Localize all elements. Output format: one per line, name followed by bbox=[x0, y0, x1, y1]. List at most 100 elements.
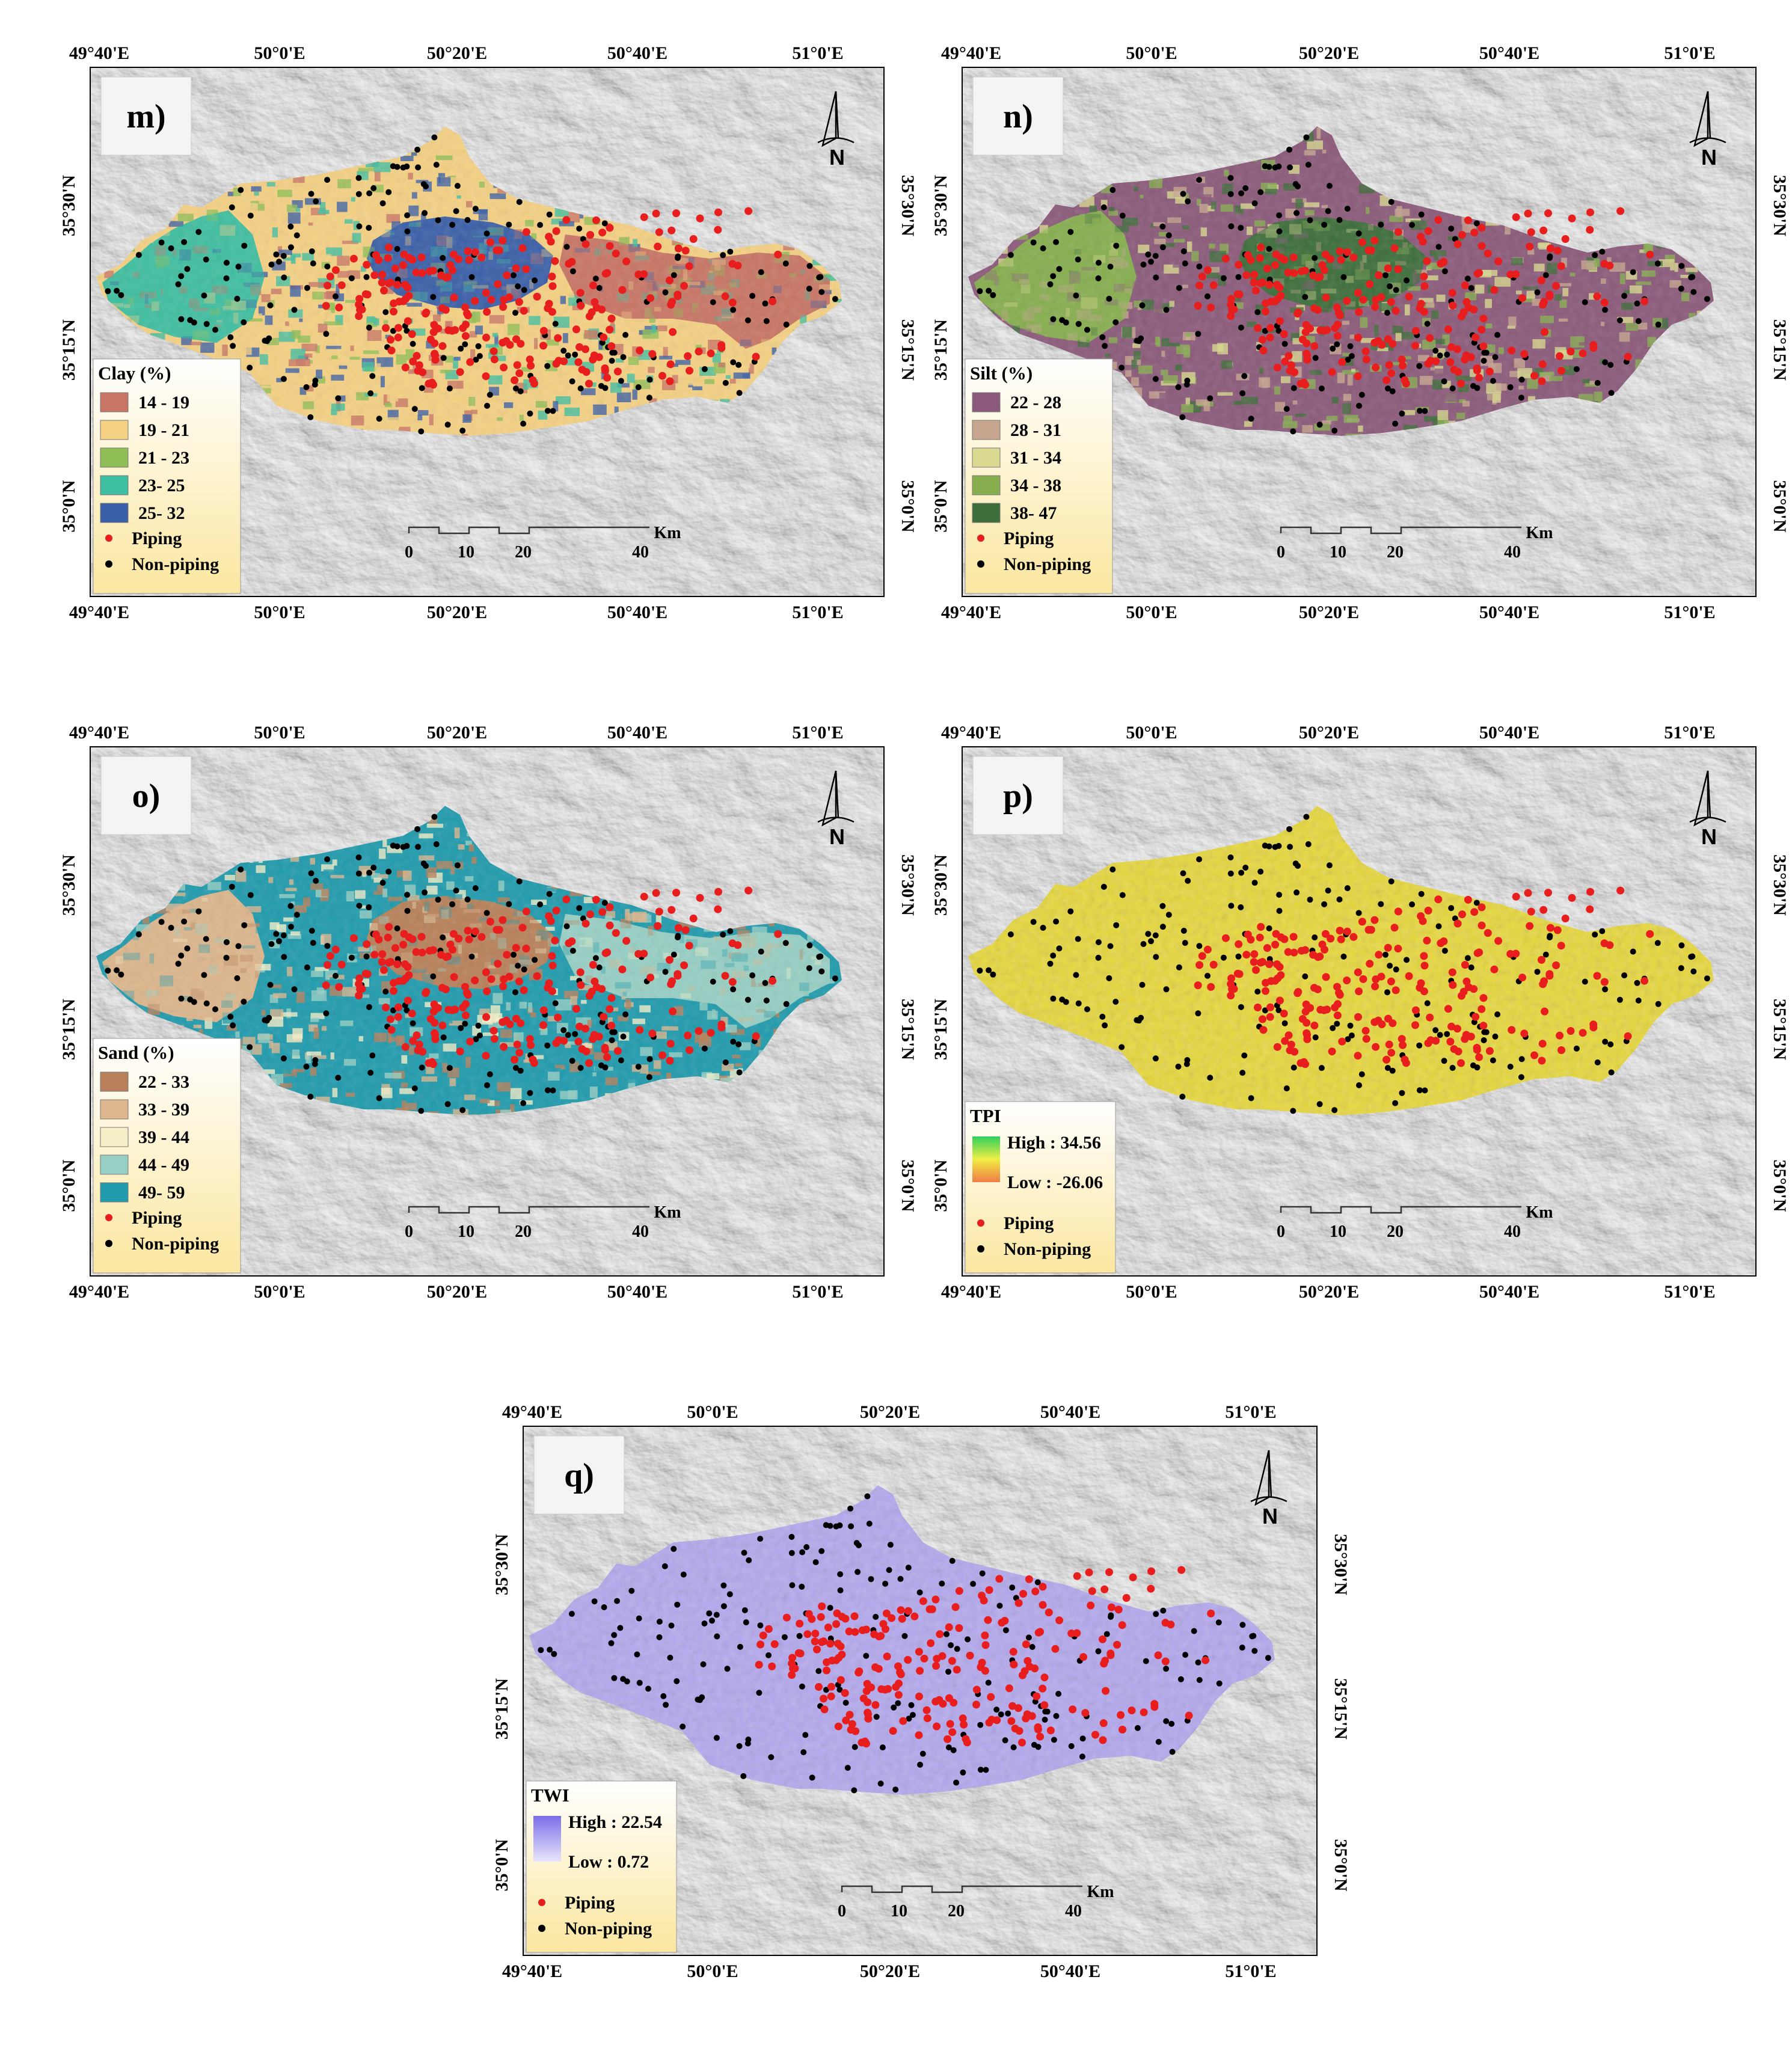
piping-point bbox=[823, 1666, 830, 1675]
piping-point bbox=[1568, 894, 1576, 902]
non-piping-point bbox=[1180, 870, 1186, 877]
piping-point bbox=[326, 952, 334, 960]
piping-point bbox=[462, 1000, 470, 1008]
non-piping-point bbox=[1165, 912, 1172, 918]
piping-point bbox=[562, 895, 571, 904]
non-piping-point bbox=[1075, 256, 1081, 263]
panel-label: n) bbox=[1003, 98, 1033, 135]
piping-point bbox=[515, 1049, 524, 1057]
non-piping-point bbox=[552, 320, 559, 327]
piping-point bbox=[1394, 265, 1402, 274]
piping-point bbox=[1457, 1059, 1465, 1067]
piping-point bbox=[1273, 363, 1281, 372]
piping-point bbox=[1242, 271, 1251, 280]
piping-point bbox=[355, 974, 364, 983]
non-piping-point bbox=[537, 222, 544, 228]
piping-point bbox=[586, 231, 594, 239]
piping-point bbox=[1259, 278, 1267, 287]
lon-label-top: 50°40'E bbox=[1479, 723, 1539, 743]
scale-tick-label: 0 bbox=[1277, 543, 1285, 562]
piping-point bbox=[393, 281, 402, 289]
non-piping-point bbox=[1325, 208, 1331, 215]
non-piping-point bbox=[565, 352, 571, 359]
piping-point bbox=[1539, 301, 1547, 309]
piping-point bbox=[337, 960, 346, 969]
non-piping-point bbox=[1678, 263, 1685, 269]
non-piping-point bbox=[433, 841, 440, 847]
non-piping-point bbox=[1290, 1108, 1296, 1114]
non-piping-point bbox=[1099, 1013, 1106, 1020]
piping-point bbox=[438, 1022, 447, 1029]
non-piping-point bbox=[977, 967, 983, 974]
piping-point bbox=[1370, 236, 1379, 245]
non-piping-point bbox=[722, 379, 729, 386]
piping-point bbox=[680, 281, 689, 290]
non-piping-point bbox=[178, 273, 185, 280]
lon-label-bottom: 50°20'E bbox=[1299, 602, 1359, 622]
piping-point bbox=[752, 1032, 760, 1040]
non-piping-point bbox=[1388, 878, 1395, 884]
piping-point bbox=[409, 357, 417, 366]
non-piping-point bbox=[1302, 293, 1309, 300]
legend-class-swatch bbox=[972, 475, 1001, 495]
non-piping-point bbox=[1290, 1064, 1297, 1071]
non-piping-point bbox=[175, 281, 182, 287]
piping-point bbox=[585, 312, 594, 320]
piping-point bbox=[401, 1043, 410, 1051]
non-piping-point bbox=[201, 292, 207, 299]
non-piping-point bbox=[656, 1619, 663, 1625]
non-piping-point bbox=[916, 1589, 923, 1596]
piping-point bbox=[1426, 1013, 1434, 1022]
non-piping-point bbox=[1075, 936, 1081, 942]
non-piping-point bbox=[366, 324, 372, 331]
non-piping-point bbox=[400, 164, 407, 171]
piping-point bbox=[811, 1637, 819, 1646]
piping-point bbox=[1320, 1006, 1328, 1014]
non-piping-point bbox=[1468, 285, 1474, 291]
non-piping-point bbox=[887, 1542, 894, 1548]
piping-point bbox=[370, 951, 379, 959]
piping-point bbox=[576, 289, 585, 297]
piping-point bbox=[1477, 242, 1486, 250]
piping-point bbox=[606, 903, 614, 912]
non-piping-point bbox=[713, 1735, 720, 1741]
non-piping-point bbox=[1356, 1082, 1362, 1088]
piping-point bbox=[471, 927, 479, 936]
non-piping-point bbox=[280, 1055, 287, 1062]
non-piping-point bbox=[1031, 1741, 1037, 1748]
piping-point bbox=[1362, 355, 1370, 364]
piping-point bbox=[1538, 360, 1547, 369]
piping-point bbox=[1508, 1026, 1516, 1034]
non-piping-point bbox=[749, 293, 756, 299]
piping-point bbox=[666, 1056, 674, 1065]
non-piping-point bbox=[965, 1636, 971, 1643]
non-piping-point bbox=[454, 183, 461, 189]
piping-point bbox=[858, 1626, 867, 1634]
piping-point bbox=[950, 1699, 958, 1707]
non-piping-point bbox=[366, 224, 372, 231]
piping-point bbox=[545, 912, 553, 921]
lon-label-bottom: 49°40'E bbox=[502, 1961, 562, 1981]
non-piping-point bbox=[576, 225, 583, 232]
non-piping-point bbox=[1464, 955, 1471, 961]
piping-point bbox=[394, 1003, 402, 1011]
legend-class-swatch bbox=[100, 1071, 129, 1092]
non-piping-point bbox=[939, 1580, 945, 1587]
non-piping-point bbox=[515, 963, 521, 969]
non-piping-point bbox=[446, 385, 453, 392]
non-piping-point bbox=[304, 964, 310, 970]
non-piping-point bbox=[1084, 1006, 1090, 1013]
non-piping-point bbox=[572, 1031, 578, 1037]
non-piping-point bbox=[945, 1744, 952, 1751]
non-piping-point bbox=[267, 302, 274, 308]
non-piping-point bbox=[806, 965, 812, 972]
piping-point bbox=[1281, 1037, 1289, 1045]
piping-point bbox=[1512, 892, 1520, 901]
non-piping-point bbox=[560, 348, 567, 354]
non-piping-point bbox=[1095, 1648, 1102, 1655]
lat-label-right: 35°15'N bbox=[1770, 999, 1790, 1060]
non-piping-point bbox=[1441, 378, 1447, 385]
piping-point bbox=[689, 235, 698, 243]
